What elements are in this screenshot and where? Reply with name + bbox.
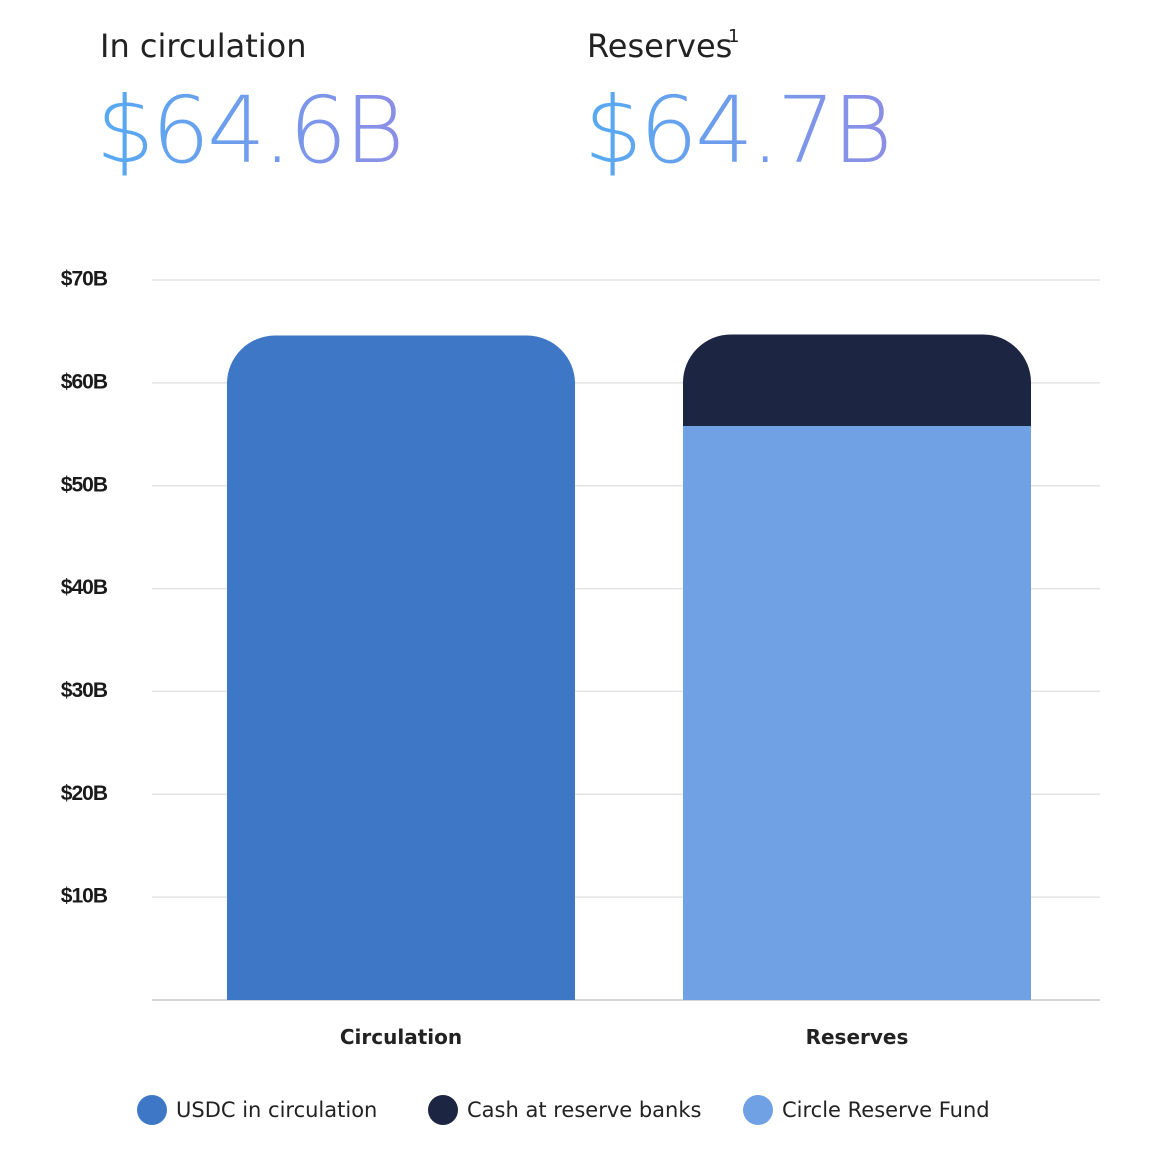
stat-label: Reserves [587, 27, 732, 65]
y-tick-label: $60B [61, 370, 108, 393]
bar-segment [683, 426, 1031, 1000]
stat-value: $64.6B [96, 77, 402, 184]
x-tick-label: Reserves [806, 1025, 909, 1049]
y-tick-label: $10B [61, 885, 108, 908]
y-tick-label: $30B [61, 679, 108, 702]
legend-swatch [428, 1095, 458, 1125]
bar-segment [683, 334, 1031, 427]
stat-label: In circulation [100, 27, 307, 65]
legend-label: Cash at reserve banks [467, 1098, 701, 1122]
y-tick-label: $70B [61, 268, 108, 291]
legend-swatch [137, 1095, 167, 1125]
legend-label: Circle Reserve Fund [782, 1098, 990, 1122]
bar-segment [227, 335, 575, 1000]
legend-swatch [743, 1095, 773, 1125]
y-tick-label: $20B [61, 782, 108, 805]
footnote-marker: 1 [728, 26, 739, 47]
y-tick-label: $40B [61, 576, 108, 599]
legend-label: USDC in circulation [176, 1098, 377, 1122]
y-tick-label: $50B [61, 473, 108, 496]
stat-value: $64.7B [584, 77, 890, 184]
x-tick-label: Circulation [340, 1025, 462, 1049]
